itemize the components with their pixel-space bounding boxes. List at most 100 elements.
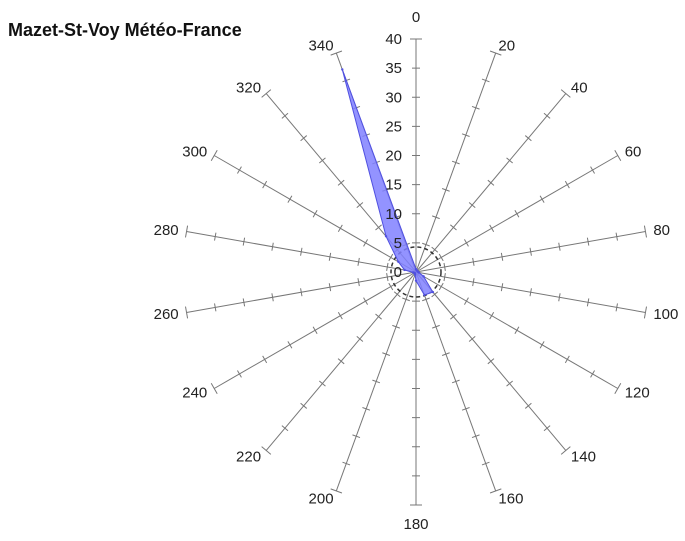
data-point-280	[403, 268, 406, 272]
tick-mark	[615, 303, 618, 312]
radial-tick-labels: 0 5 10 15 20 25 30 35 40	[385, 31, 402, 281]
tick-mark	[614, 150, 622, 161]
axis-40	[415, 89, 571, 273]
tick-mark	[375, 313, 382, 320]
direction-label-220: 220	[236, 449, 261, 466]
direction-label-20: 20	[498, 38, 515, 55]
axis-200	[330, 271, 417, 494]
tick-mark	[337, 311, 343, 320]
chart-title: Mazet-St-Voy Météo-France	[8, 20, 242, 40]
tick-mark	[489, 488, 502, 494]
tick-mark	[300, 247, 303, 256]
tick-mark	[614, 383, 622, 394]
tick-mark	[422, 297, 430, 302]
tick-mark	[262, 355, 268, 364]
tick-mark	[506, 380, 513, 387]
direction-labels: 0204060801001201401601802002202402602803…	[154, 9, 679, 533]
radial-tick-label-5: 5	[394, 235, 402, 252]
tick-mark	[382, 352, 391, 356]
tick-mark	[242, 237, 246, 246]
tick-mark	[300, 288, 303, 297]
axis-0	[410, 38, 422, 272]
tick-mark	[393, 291, 401, 298]
tick-mark	[319, 380, 326, 387]
tick-mark	[615, 232, 618, 241]
tick-mark	[529, 288, 532, 297]
tick-mark	[500, 252, 504, 261]
axis-300	[210, 150, 417, 273]
tick-mark	[337, 358, 345, 365]
tick-mark	[337, 224, 343, 233]
direction-label-140: 140	[571, 449, 596, 466]
tick-mark	[441, 188, 450, 192]
tick-mark	[210, 383, 218, 394]
tick-mark	[441, 352, 450, 356]
direction-axes	[185, 38, 647, 506]
direction-label-60: 60	[625, 144, 642, 161]
tick-mark	[271, 293, 274, 302]
tick-mark	[450, 224, 457, 231]
tick-mark	[214, 232, 217, 241]
tick-mark	[489, 50, 502, 56]
tick-mark	[481, 461, 490, 466]
tick-mark	[524, 402, 532, 409]
axis-60	[415, 150, 622, 273]
data-point-100	[417, 271, 421, 274]
tick-mark	[352, 434, 361, 439]
tick-mark	[431, 324, 440, 329]
tick-mark	[402, 297, 410, 302]
tick-mark	[481, 78, 490, 83]
direction-label-80: 80	[653, 222, 670, 239]
tick-mark	[287, 341, 293, 349]
tick-mark	[337, 179, 345, 186]
tick-mark	[356, 335, 364, 342]
tick-mark	[464, 297, 469, 305]
tick-mark	[461, 133, 470, 137]
data-series	[341, 68, 435, 297]
data-point-120	[422, 275, 425, 278]
data-point-340	[341, 68, 344, 71]
direction-label-200: 200	[309, 490, 334, 507]
tick-mark	[363, 239, 368, 247]
tick-mark	[461, 407, 470, 411]
tick-mark	[438, 282, 444, 291]
tick-mark	[558, 242, 561, 251]
tick-mark	[514, 326, 520, 334]
tick-mark	[342, 461, 351, 466]
axis-100	[415, 271, 647, 319]
tick-mark	[312, 210, 318, 218]
tick-mark	[281, 425, 289, 432]
direction-label-260: 260	[154, 306, 179, 323]
direction-label-100: 100	[653, 306, 678, 323]
direction-label-240: 240	[182, 385, 207, 402]
tick-mark	[287, 195, 293, 203]
tick-mark	[560, 89, 571, 98]
tick-mark	[564, 355, 570, 364]
tick-mark	[464, 239, 469, 247]
direction-label-0: 0	[412, 9, 420, 26]
axis-80	[415, 225, 647, 273]
tick-mark	[443, 273, 446, 282]
tick-mark	[500, 283, 504, 292]
tick-mark	[261, 446, 272, 455]
data-point-300	[397, 260, 400, 264]
tick-mark	[386, 273, 389, 282]
axis-160	[415, 271, 502, 494]
tick-mark	[388, 282, 394, 291]
tick-mark	[539, 341, 545, 349]
tick-mark	[237, 370, 242, 378]
axis-120	[415, 271, 622, 394]
tick-mark	[300, 402, 308, 409]
radial-tick-label-20: 20	[385, 148, 402, 165]
direction-label-320: 320	[236, 79, 261, 96]
radial-tick-label-30: 30	[385, 89, 402, 106]
direction-label-280: 280	[154, 222, 179, 239]
tick-mark	[357, 257, 360, 266]
axis-220	[261, 271, 417, 455]
tick-mark	[431, 246, 439, 253]
radial-tick-label-25: 25	[385, 118, 402, 135]
radial-tick-label-40: 40	[385, 31, 402, 48]
tick-mark	[312, 326, 318, 334]
tick-mark	[262, 180, 268, 189]
